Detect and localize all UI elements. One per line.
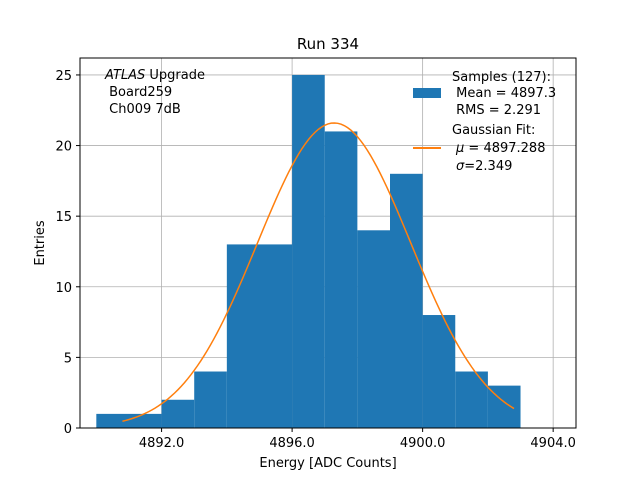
legend-samples-title: Samples (127): [452, 70, 551, 85]
chart-title: Run 334 [297, 35, 359, 53]
x-tick-label: 4896.0 [269, 436, 315, 451]
histogram-bar [357, 230, 390, 428]
x-axis-label: Energy [ADC Counts] [259, 456, 396, 471]
histogram-bar [455, 371, 488, 428]
atlas-label: ATLAS [104, 68, 145, 83]
svg-text:σ=2.349: σ=2.349 [456, 159, 512, 174]
histogram-bar [292, 74, 325, 428]
channel-label: Ch009 7dB [105, 102, 181, 117]
x-tick-label: 4904.0 [530, 436, 576, 451]
legend-fit-sigma-symbol: σ [456, 159, 465, 174]
svg-text:μ = 4897.288: μ = 4897.288 [455, 141, 545, 156]
x-axis-ticks: 4892.0 4896.0 4900.0 4904.0 [139, 428, 576, 451]
upgrade-label: Upgrade [145, 68, 205, 83]
y-tick-label: 0 [64, 422, 72, 437]
board-label: Board259 [105, 85, 172, 100]
x-tick-label: 4892.0 [139, 436, 185, 451]
y-tick-label: 10 [55, 281, 72, 296]
plot-frame [79, 57, 577, 429]
histogram-bar [390, 173, 423, 428]
legend-fit-mu-value: = 4897.288 [464, 141, 545, 156]
y-tick-label: 5 [64, 351, 72, 366]
y-tick-label: 20 [55, 140, 72, 155]
legend-samples-mean: Mean = 4897.3 [452, 86, 556, 101]
gaussian-fit-curve [122, 122, 515, 422]
histogram-bar [226, 244, 293, 428]
x-tick-label: 4900.0 [400, 436, 446, 451]
y-axis-ticks: 0 5 10 15 20 25 [55, 69, 80, 437]
y-tick-label: 15 [55, 210, 72, 225]
histogram-bar [324, 131, 358, 428]
y-axis-label: Entries [33, 220, 48, 266]
svg-text:ATLAS Upgrade: ATLAS Upgrade [104, 68, 205, 83]
legend-fit-title: Gaussian Fit: [452, 123, 535, 138]
legend-samples-swatch [413, 88, 441, 98]
histogram-bar [194, 371, 227, 428]
histogram-bar [96, 413, 162, 428]
y-tick-label: 25 [55, 69, 72, 84]
legend-samples-rms: RMS = 2.291 [452, 103, 541, 118]
atlas-annotation: ATLAS Upgrade Board259 Ch009 7dB [104, 68, 205, 117]
legend-fit-mu-symbol: μ [455, 141, 464, 156]
legend-fit-sigma-value: =2.349 [464, 159, 512, 174]
legend: Samples (127): Mean = 4897.3 RMS = 2.291… [413, 70, 556, 174]
histogram-bar [422, 315, 456, 428]
histogram-bar [161, 399, 195, 428]
